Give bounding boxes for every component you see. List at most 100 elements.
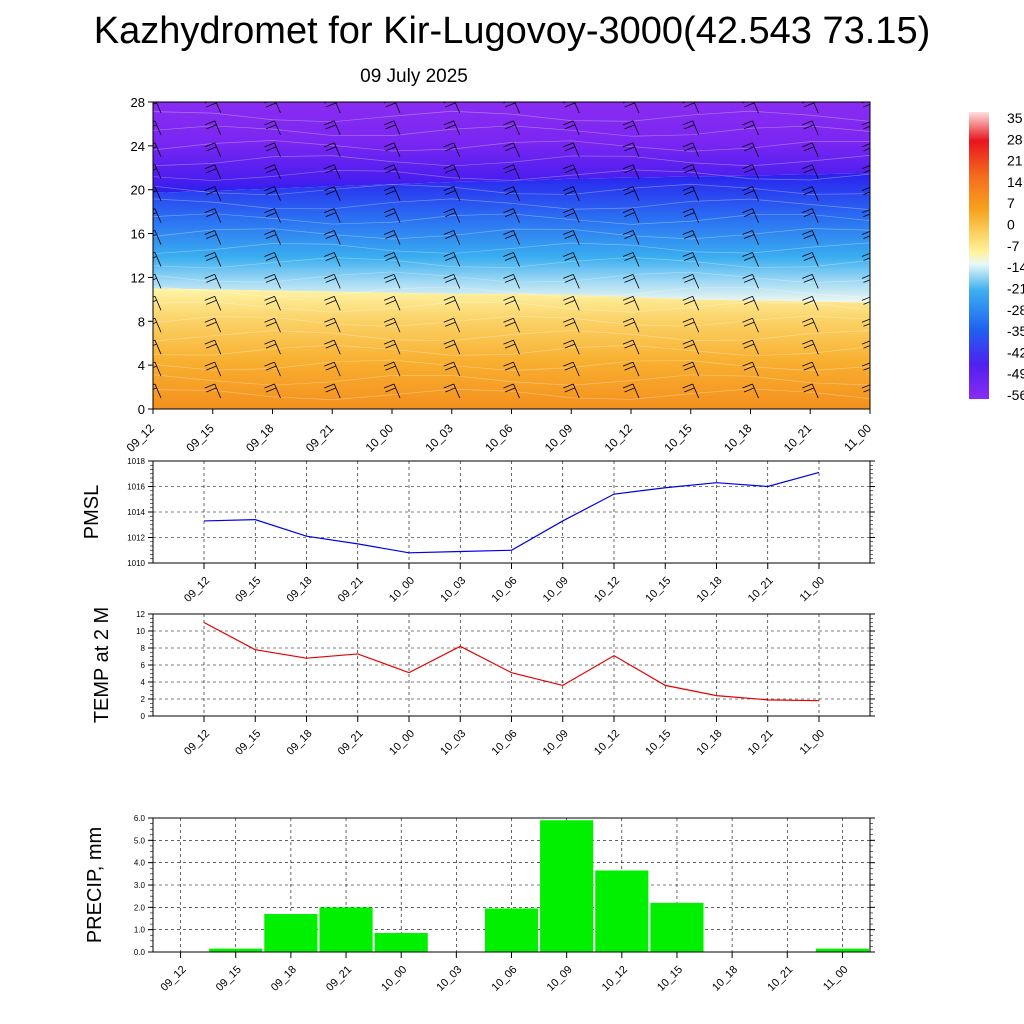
wind-barb-feather: [385, 387, 396, 393]
wind-barb-feather: [443, 164, 454, 170]
wind-barb-feather: [265, 387, 277, 393]
wind-barb-feather: [564, 102, 575, 108]
wind-barb-feather: [324, 230, 335, 235]
wind-barb-feather: [682, 186, 693, 192]
wind-barb: [632, 164, 640, 179]
wind-barb-feather: [324, 120, 335, 126]
wind-barb-feather: [742, 274, 753, 279]
wind-barb: [513, 340, 520, 355]
wind-barb: [752, 252, 759, 267]
wind-barb-feather: [564, 168, 575, 174]
wind-barb: [214, 230, 222, 245]
wind-barb: [393, 340, 401, 355]
wind-barb: [632, 142, 640, 157]
panel-frame: [152, 817, 871, 953]
wind-barb-feather: [206, 299, 217, 305]
wind-barb-feather: [204, 230, 215, 235]
heatmap-x-tick-label: 10_06: [482, 421, 516, 455]
wind-barb-feather: [742, 361, 753, 367]
wind-barb-feather: [206, 343, 217, 349]
wind-barb-feather: [624, 168, 635, 174]
wind-barb-feather: [742, 230, 753, 235]
heatmap-y-tick-label: 4: [138, 358, 145, 373]
wind-barb: [872, 231, 878, 245]
wind-barb: [872, 121, 878, 135]
wind-barb-feather: [742, 186, 753, 192]
wind-barb: [453, 208, 461, 223]
precip-bar: [815, 948, 869, 952]
wind-barb-feather: [684, 299, 695, 305]
wind-barb-feather: [443, 361, 454, 367]
wind-barb: [572, 208, 580, 223]
wind-barb-feather: [264, 252, 275, 257]
wind-barb: [333, 186, 341, 201]
wind-barb: [692, 252, 700, 267]
wind-barb: [872, 318, 878, 332]
wind-barb: [154, 274, 162, 289]
wind-barb: [513, 274, 520, 289]
wind-barb-feather: [564, 387, 575, 393]
wind-barb-feather: [624, 343, 635, 349]
wind-barb-feather: [563, 295, 574, 301]
wind-barb-feather: [742, 208, 753, 213]
wind-barb-feather: [802, 339, 813, 345]
wind-barb: [811, 296, 819, 311]
wind-barb: [274, 208, 281, 223]
wind-barb-feather: [803, 190, 814, 196]
wind-barb: [752, 142, 759, 157]
colorbar: 35 28 21 14 7 0 -7 -14 -21 -28 -35 -42 -49 -56: [969, 110, 1024, 403]
x-tick-label: 10_21: [746, 575, 776, 605]
wind-barb-feather: [385, 256, 396, 261]
wind-barb-feather: [385, 299, 396, 305]
wind-barb: [811, 340, 819, 355]
wind-barb: [154, 296, 162, 311]
wind-barb-feather: [863, 389, 870, 393]
wind-barb-feather: [443, 317, 454, 323]
colorbar-label: 28: [1007, 131, 1023, 147]
wind-barb-feather: [682, 361, 693, 367]
wind-barb-feather: [204, 186, 215, 192]
wind-barb: [214, 120, 222, 136]
wind-barb-feather: [684, 256, 695, 261]
isotherm-line: [153, 169, 870, 181]
wind-barb-feather: [265, 146, 277, 152]
wind-barb: [333, 120, 341, 136]
wind-barb: [513, 383, 520, 399]
wind-barb-feather: [861, 274, 870, 279]
x-tick-label: 10_06: [490, 728, 520, 758]
wind-barb-feather: [383, 252, 395, 257]
wind-barb-feather: [445, 365, 456, 371]
wind-barb-feather: [265, 256, 277, 261]
colorbar-label: -49: [1007, 366, 1024, 382]
wind-barb-feather: [443, 274, 454, 279]
heatmap-x-tick-label: 09_18: [243, 421, 277, 455]
wind-barb-feather: [743, 278, 755, 283]
wind-barb: [811, 252, 819, 267]
wind-barb-feather: [204, 383, 215, 389]
wind-barb-feather: [861, 296, 870, 301]
y-tick-label: 10: [136, 627, 145, 636]
wind-barb-feather: [264, 120, 275, 126]
panel-frame: [152, 613, 871, 717]
wind-barb-feather: [622, 208, 634, 213]
isotherm-line: [153, 359, 870, 371]
wind-barb: [274, 383, 281, 399]
y-tick-label: 1018: [127, 457, 145, 466]
heatmap-fill: [153, 102, 878, 409]
wind-barb: [274, 142, 281, 157]
wind-barb-feather: [564, 321, 575, 327]
y-tick-label: 3.0: [134, 881, 146, 890]
wind-barb: [453, 383, 461, 399]
wind-barb: [572, 383, 580, 399]
wind-barb-feather: [324, 295, 335, 301]
wind-barb-feather: [206, 234, 217, 239]
wind-barb-feather: [803, 343, 814, 349]
wind-barb-feather: [863, 257, 870, 261]
wind-barb: [333, 230, 341, 245]
wind-barb: [513, 208, 520, 223]
wind-barb-feather: [684, 321, 695, 327]
wind-barb-feather: [624, 256, 635, 261]
wind-barb: [333, 142, 341, 157]
wind-barb-feather: [743, 234, 755, 239]
